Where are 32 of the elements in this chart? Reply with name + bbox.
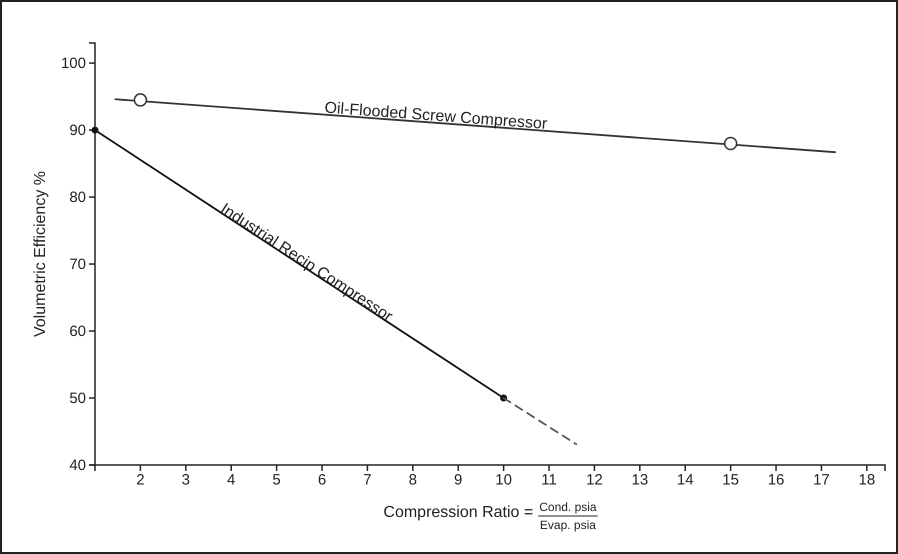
x-tick-label: 3	[182, 472, 190, 489]
x-tick-label: 13	[631, 472, 648, 489]
point	[92, 126, 98, 134]
x-tick-label: 14	[676, 472, 694, 489]
y-tick-label: 50	[69, 390, 86, 407]
text: Cond. psia	[539, 500, 597, 514]
x-tick-label: 5	[272, 472, 281, 489]
y-tick-label: 100	[60, 54, 86, 72]
x-tick-label: 17	[813, 472, 830, 489]
point	[724, 136, 738, 150]
x-tick-label: 9	[454, 472, 462, 489]
point	[134, 93, 148, 107]
y-tick-label: 70	[69, 256, 86, 273]
x-tick-label: 4	[227, 472, 236, 489]
x-tick-label: 6	[318, 472, 326, 489]
text: Evap. psia	[540, 518, 596, 532]
annotation: Oil-Flooded Screw Compressor	[324, 100, 548, 133]
x-axis-title: Compression Ratio =	[383, 504, 534, 521]
y-tick-label: 80	[69, 188, 86, 206]
y-tick-label: 40	[69, 456, 86, 474]
y-tick-label: 60	[69, 322, 86, 340]
x-tick-label: 8	[408, 472, 417, 489]
y-axis-title: Volumetric Efficiency %	[32, 171, 49, 337]
x-tick-label: 11	[541, 472, 557, 489]
x-tick-label: 7	[363, 472, 372, 489]
x-tick-label: 10	[495, 472, 512, 489]
x-tick-label: 2	[136, 472, 145, 489]
y-tick-label: 90	[69, 122, 86, 139]
x-tick-label: 12	[586, 472, 603, 489]
x-tick-label: 15	[722, 472, 739, 489]
x-tick-label: 18	[858, 472, 876, 489]
x-tick-label: 16	[768, 472, 784, 489]
